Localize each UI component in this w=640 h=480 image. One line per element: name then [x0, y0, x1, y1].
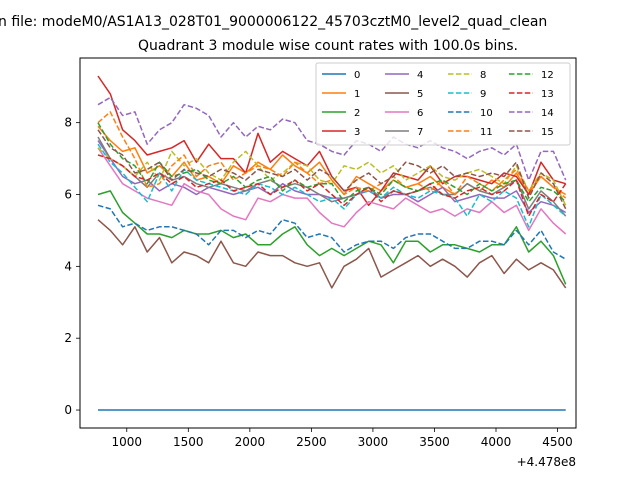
series-layer [97, 75, 567, 411]
legend-box [315, 62, 571, 146]
ticks-layer: 1000 1500 2000 2500 3000 3500 4000 4500 0 2 4 6 8 [64, 116, 572, 449]
legend-label-3: 3 [354, 127, 360, 138]
y-tick-label: 2 [64, 331, 72, 345]
legend-label-1: 1 [354, 89, 360, 100]
legend-label-10: 10 [480, 108, 493, 119]
x-tick-label: 4500 [542, 435, 573, 449]
y-tick-label: 6 [64, 188, 72, 202]
x-tick-label: 3500 [419, 435, 450, 449]
series-line-7 [97, 136, 567, 217]
series-line-10 [97, 204, 567, 260]
legend-label-2: 2 [354, 108, 360, 119]
chart-title: Quadrant 3 module wise count rates with … [138, 38, 518, 54]
legend-label-9: 9 [480, 89, 486, 100]
x-tick-label: 1500 [173, 435, 204, 449]
x-tick-label: 2500 [296, 435, 327, 449]
series-line-5 [97, 219, 567, 289]
y-tick-label: 8 [64, 116, 72, 130]
x-tick-label: 2000 [235, 435, 266, 449]
plot-frame [79, 57, 577, 429]
series-line-1 [97, 125, 567, 196]
x-offset-label: +4.478e8 [517, 455, 576, 469]
series-line-9 [97, 143, 567, 228]
series-line-2 [97, 190, 567, 285]
legend-label-8: 8 [480, 70, 486, 81]
legend-label-4: 4 [417, 70, 423, 81]
legend-label-5: 5 [417, 89, 423, 100]
x-tick-label: 4000 [481, 435, 512, 449]
series-line-6 [97, 147, 567, 235]
figure-suptitle: n file: modeM0/AS1A13_028T01_9000006122_… [0, 14, 547, 30]
x-tick-label: 3000 [358, 435, 389, 449]
legend-label-0: 0 [354, 70, 360, 81]
legend-label-13: 13 [541, 89, 554, 100]
series-line-15 [97, 129, 567, 210]
legend-label-6: 6 [417, 108, 423, 119]
legend-label-7: 7 [417, 127, 423, 138]
series-line-11 [97, 111, 567, 199]
legend-label-15: 15 [541, 127, 554, 138]
series-line-13 [97, 154, 567, 217]
x-tick-label: 1000 [111, 435, 142, 449]
series-line-12 [97, 122, 567, 203]
y-tick-label: 0 [64, 403, 72, 417]
series-line-14 [97, 96, 567, 181]
y-tick-label: 4 [64, 259, 72, 273]
legend-label-11: 11 [480, 127, 493, 138]
legend-label-14: 14 [541, 108, 554, 119]
legend-label-12: 12 [541, 70, 554, 81]
